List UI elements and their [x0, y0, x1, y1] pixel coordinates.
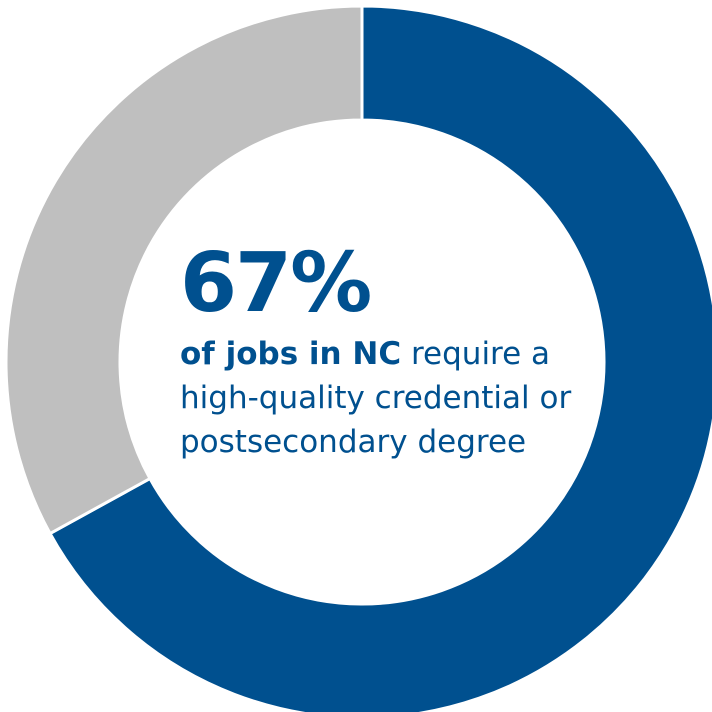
- caption-bold: of jobs in NC: [180, 336, 402, 372]
- center-label: 67% of jobs in NC require a high-quality…: [180, 238, 620, 464]
- caption-rest: require a high-quality credential or pos…: [180, 336, 572, 460]
- donut-slice-1: [47, 4, 712, 712]
- percentage-value: 67%: [180, 236, 372, 331]
- caption-text: of jobs in NC require a high-quality cre…: [180, 332, 610, 464]
- donut-slice-2: [4, 4, 364, 536]
